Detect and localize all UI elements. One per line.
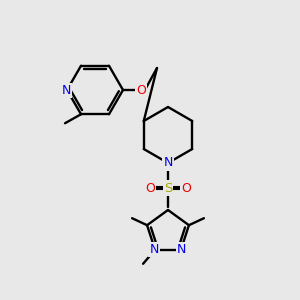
- Text: N: N: [149, 243, 159, 256]
- Text: N: N: [163, 157, 173, 169]
- Text: O: O: [181, 182, 191, 194]
- Text: S: S: [164, 182, 172, 194]
- Text: O: O: [136, 83, 146, 97]
- Text: O: O: [145, 182, 155, 194]
- Text: N: N: [61, 83, 71, 97]
- Text: N: N: [177, 243, 187, 256]
